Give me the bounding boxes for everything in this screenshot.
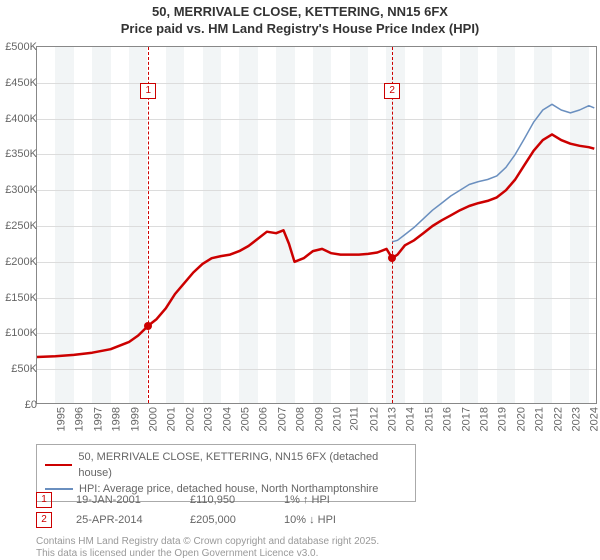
x-tick-label: 2004 bbox=[221, 407, 233, 431]
x-tick-label: 2012 bbox=[368, 407, 380, 431]
event-row-marker: 2 bbox=[36, 512, 52, 528]
x-tick-label: 2018 bbox=[479, 407, 491, 431]
y-tick-label: £400K bbox=[5, 113, 39, 125]
x-tick-label: 2001 bbox=[166, 407, 178, 431]
x-tick-label: 2005 bbox=[239, 407, 251, 431]
x-tick-label: 2000 bbox=[147, 407, 159, 431]
x-tick-label: 2015 bbox=[423, 407, 435, 431]
x-tick-label: 2011 bbox=[349, 407, 361, 431]
y-tick-label: £200K bbox=[5, 256, 39, 268]
event-row-delta: 10% ↓ HPI bbox=[284, 514, 384, 526]
legend-row: 50, MERRIVALE CLOSE, KETTERING, NN15 6FX… bbox=[45, 449, 407, 481]
x-tick-label: 2009 bbox=[313, 407, 325, 431]
attribution: Contains HM Land Registry data © Crown c… bbox=[36, 536, 379, 560]
event-row-date: 19-JAN-2001 bbox=[76, 494, 166, 506]
y-tick-label: £150K bbox=[5, 292, 39, 304]
event-row: 2 25-APR-2014 £205,000 10% ↓ HPI bbox=[36, 510, 384, 530]
x-tick-label: 1997 bbox=[92, 407, 104, 431]
event-row-delta: 1% ↑ HPI bbox=[284, 494, 384, 506]
x-tick-label: 1998 bbox=[111, 407, 123, 431]
x-tick-label: 2010 bbox=[331, 407, 343, 431]
y-tick-label: £500K bbox=[5, 41, 39, 53]
x-tick-label: 2016 bbox=[442, 407, 454, 431]
chart-title-address: 50, MERRIVALE CLOSE, KETTERING, NN15 6FX bbox=[0, 4, 600, 19]
y-tick-label: £100K bbox=[5, 327, 39, 339]
x-tick-label: 2003 bbox=[203, 407, 215, 431]
chart-title-subtitle: Price paid vs. HM Land Registry's House … bbox=[0, 21, 600, 36]
series-marker bbox=[388, 254, 396, 262]
plot-area: £0£50K£100K£150K£200K£250K£300K£350K£400… bbox=[36, 46, 597, 404]
x-tick-label: 2008 bbox=[295, 407, 307, 431]
event-row-price: £205,000 bbox=[190, 514, 260, 526]
legend-swatch bbox=[45, 464, 72, 466]
x-tick-label: 2006 bbox=[258, 407, 270, 431]
event-row-date: 25-APR-2014 bbox=[76, 514, 166, 526]
event-row-marker: 1 bbox=[36, 492, 52, 508]
y-tick-label: £350K bbox=[5, 148, 39, 160]
events-table: 1 19-JAN-2001 £110,950 1% ↑ HPI 2 25-APR-2014… bbox=[36, 490, 384, 530]
x-tick-label: 1996 bbox=[74, 407, 86, 431]
x-tick-label: 2002 bbox=[184, 407, 196, 431]
x-tick-label: 2019 bbox=[497, 407, 509, 431]
x-tick-label: 2013 bbox=[387, 407, 399, 431]
x-tick-label: 2020 bbox=[515, 407, 527, 431]
series-price_paid bbox=[37, 134, 594, 357]
x-tick-label: 2017 bbox=[460, 407, 472, 431]
attribution-line2: This data is licensed under the Open Gov… bbox=[36, 548, 379, 560]
x-tick-label: 2024 bbox=[589, 407, 600, 431]
y-tick-label: £50K bbox=[11, 363, 39, 375]
event-row-price: £110,950 bbox=[190, 494, 260, 506]
x-tick-label: 1995 bbox=[55, 407, 67, 431]
series-marker bbox=[144, 322, 152, 330]
x-tick-label: 2014 bbox=[405, 407, 417, 431]
event-row: 1 19-JAN-2001 £110,950 1% ↑ HPI bbox=[36, 490, 384, 510]
series-hpi bbox=[392, 104, 594, 242]
x-tick-label: 2007 bbox=[276, 407, 288, 431]
x-tick-label: 2023 bbox=[571, 407, 583, 431]
x-tick-label: 2022 bbox=[552, 407, 564, 431]
y-tick-label: £250K bbox=[5, 220, 39, 232]
y-tick-label: £300K bbox=[5, 184, 39, 196]
y-tick-label: £450K bbox=[5, 77, 39, 89]
attribution-line1: Contains HM Land Registry data © Crown c… bbox=[36, 536, 379, 548]
x-tick-label: 2021 bbox=[534, 407, 546, 431]
legend-label: 50, MERRIVALE CLOSE, KETTERING, NN15 6FX… bbox=[78, 449, 407, 481]
series-layer bbox=[37, 47, 598, 405]
x-tick-label: 1999 bbox=[129, 407, 141, 431]
